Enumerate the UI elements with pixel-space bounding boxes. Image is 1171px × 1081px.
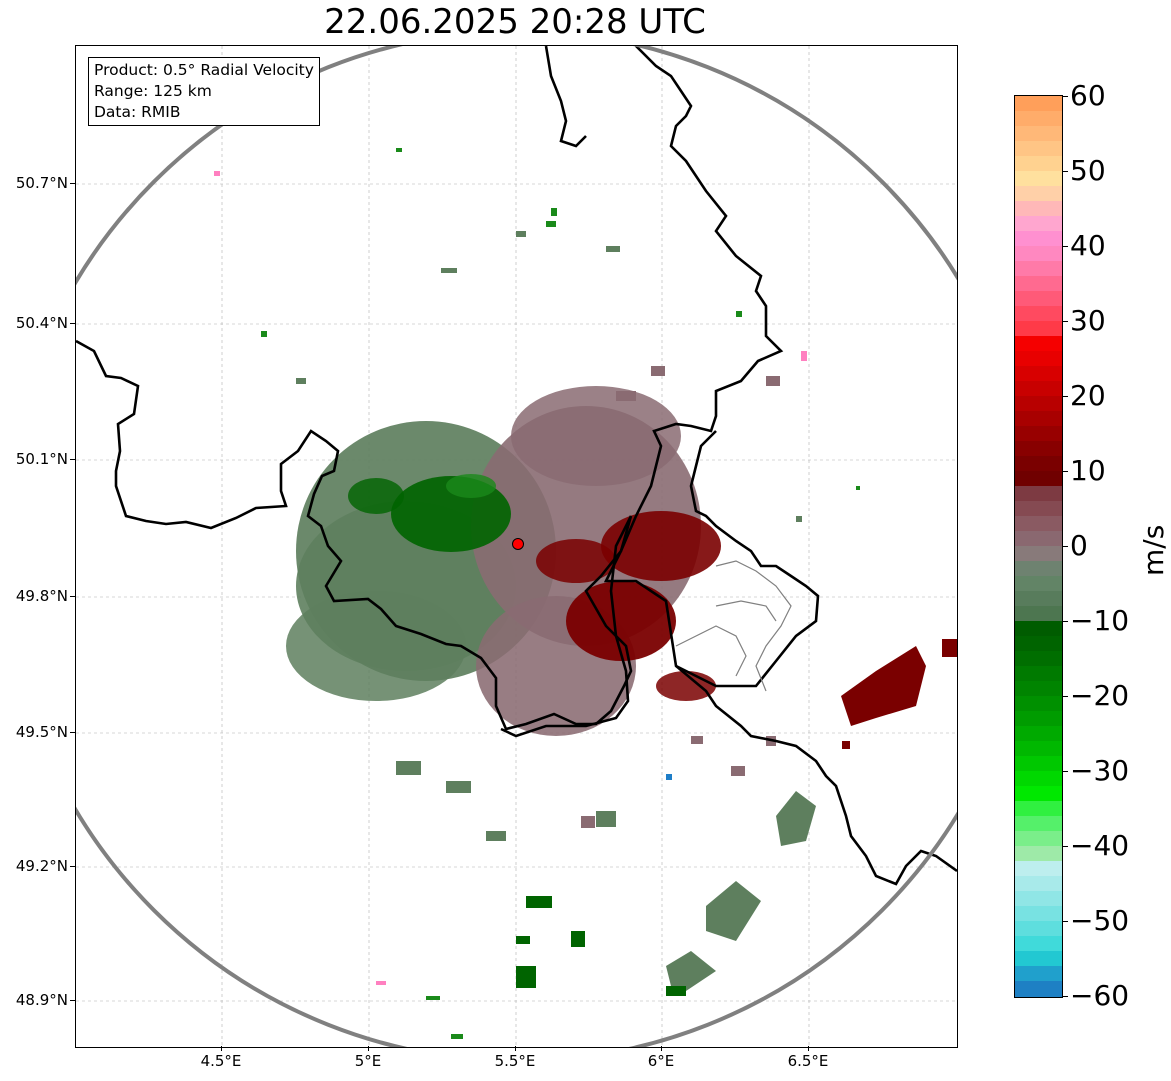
colorbar-label: −10 (1070, 604, 1130, 637)
colorbar-unit-label: m/s (1137, 524, 1170, 576)
lat-tick-label: 49.2°N (15, 857, 68, 875)
lon-tick-label: 4.5°E (200, 1052, 242, 1070)
lon-tick-label: 6.5°E (787, 1052, 829, 1070)
colorbar-label: −50 (1070, 904, 1130, 937)
lon-tick (221, 1046, 222, 1051)
range-label: Range: 125 km (94, 82, 212, 100)
colorbar-tick (1062, 396, 1068, 397)
lat-tick-label: 49.8°N (15, 587, 68, 605)
lat-tick (70, 323, 75, 324)
colorbar-label: 10 (1070, 454, 1106, 487)
colorbar-tick (1062, 846, 1068, 847)
country-borders (76, 46, 957, 886)
lat-tick (70, 1000, 75, 1001)
colorbar-label: 40 (1070, 229, 1106, 262)
colorbar-tick (1062, 696, 1068, 697)
lon-tick-label: 5.5°E (494, 1052, 536, 1070)
lat-tick-label: 48.9°N (15, 991, 68, 1009)
radar-echoes (214, 148, 957, 1039)
lon-tick (515, 1046, 516, 1051)
colorbar-tick (1062, 171, 1068, 172)
product-label: Product: 0.5° Radial Velocity (94, 61, 314, 79)
colorbar-tick (1062, 621, 1068, 622)
radar-site-marker (512, 538, 524, 550)
colorbar-tick (1062, 546, 1068, 547)
colorbar-label: −40 (1070, 829, 1130, 862)
lon-tick-label: 6°E (647, 1052, 675, 1070)
lon-tick (368, 1046, 369, 1051)
region-borders (675, 560, 792, 692)
data-source-label: Data: RMIB (94, 103, 181, 121)
colorbar-label: 60 (1070, 79, 1106, 112)
colorbar-label: −30 (1070, 754, 1130, 787)
lat-tick-label: 49.5°N (15, 723, 68, 741)
colorbar-label: −20 (1070, 679, 1130, 712)
colorbar-label: −60 (1070, 979, 1130, 1012)
colorbar-tick (1062, 246, 1068, 247)
colorbar-tick (1062, 771, 1068, 772)
lat-tick-label: 50.4°N (15, 314, 68, 332)
radar-map[interactable] (75, 45, 958, 1048)
colorbar-label: 0 (1070, 529, 1088, 562)
lon-tick (661, 1046, 662, 1051)
radar-map-canvas (76, 46, 957, 1047)
lon-tick-label: 5°E (354, 1052, 382, 1070)
lat-tick (70, 183, 75, 184)
lat-tick-label: 50.1°N (15, 450, 68, 468)
lat-tick (70, 866, 75, 867)
colorbar-label: 20 (1070, 379, 1106, 412)
lat-tick (70, 459, 75, 460)
colorbar-tick (1062, 96, 1068, 97)
product-info-box: Product: 0.5° Radial Velocity Range: 125… (88, 57, 320, 126)
map-title: 22.06.2025 20:28 UTC (324, 2, 706, 42)
velocity-colorbar (1014, 95, 1063, 998)
colorbar-tick (1062, 996, 1068, 997)
colorbar-label: 50 (1070, 154, 1106, 187)
colorbar-label: 30 (1070, 304, 1106, 337)
colorbar-tick (1062, 921, 1068, 922)
lat-tick (70, 596, 75, 597)
colorbar-tick (1062, 321, 1068, 322)
lon-tick (808, 1046, 809, 1051)
lat-tick-label: 50.7°N (15, 174, 68, 192)
lat-tick (70, 732, 75, 733)
colorbar-tick (1062, 471, 1068, 472)
